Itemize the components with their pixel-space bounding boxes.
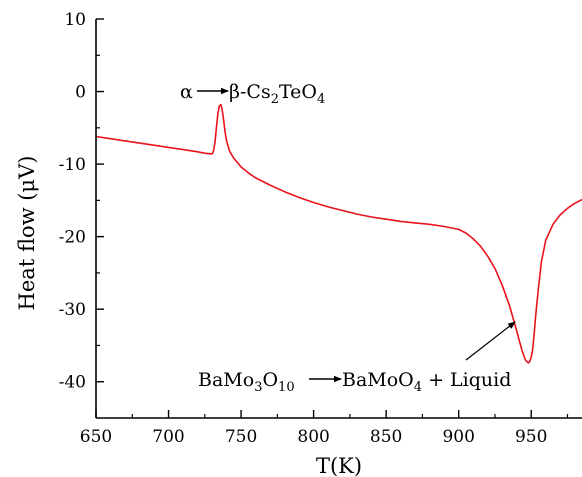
y-tick-label: -10 [59,155,86,175]
annotation-bamoo4-right: BaMoO4 + Liquid [342,369,511,395]
annotation-sub-2: 2 [271,92,279,107]
x-axis-title: T(K) [316,454,362,477]
annotation-bamoo-text: BaMoO [342,369,414,391]
y-axis: 10 0 -10 -20 -30 -40 [59,10,104,418]
annotation-bamo3o10: BaMo3O10 BaMoO4 + Liquid [198,369,511,395]
x-tick-label: 750 [225,427,257,447]
x-tick-label: 900 [442,427,474,447]
x-tick-label: 800 [297,427,329,447]
annotation-bamo3o10-left: BaMo3O10 [198,369,295,395]
x-tick-label: 950 [515,427,547,447]
annotation-sub-4b: 4 [414,380,422,395]
annotation-o-text: O [262,369,278,391]
y-tick-label: -20 [59,228,86,248]
annotation-alpha-symbol: α [180,81,193,103]
plot-area [95,103,582,364]
annotation-beta-label: β-Cs2TeO4 [229,81,325,107]
x-axis: 650 700 750 800 850 900 950 [80,410,582,447]
annotation-sub-3: 3 [254,380,262,395]
heat-flow-line [95,103,582,364]
annotation-liquid-text: + Liquid [422,369,511,391]
annotation-beta-text: β-Cs [229,81,271,103]
y-tick-label: -30 [59,300,86,320]
x-tick-label: 700 [152,427,184,447]
y-axis-title: Heat flow (μV) [15,156,39,311]
y-tick-label: 10 [64,10,86,30]
peak-pointer-arrow [465,321,516,361]
x-tick-label: 850 [370,427,402,447]
annotation-bamo-text: BaMo [198,369,254,391]
annotation-teo-text: TeO [279,81,317,103]
y-tick-label: 0 [75,83,86,103]
annotation-alpha-beta: α β-Cs2TeO4 [180,81,325,107]
annotation-sub-4: 4 [317,92,325,107]
x-tick-label: 650 [80,427,112,447]
y-tick-label: -40 [59,373,86,393]
annotation-sub-10: 10 [278,380,295,395]
